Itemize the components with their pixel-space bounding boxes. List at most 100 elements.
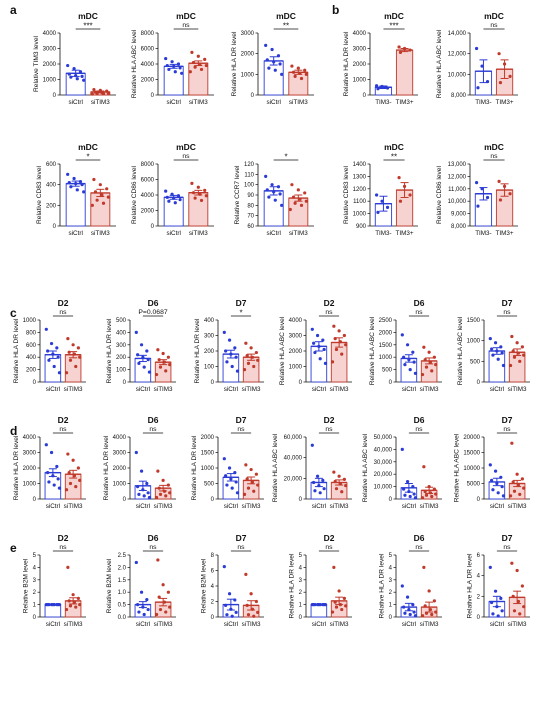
y-tick-label: 1300: [353, 174, 367, 180]
data-point: [420, 614, 425, 618]
data-point: [476, 86, 480, 90]
data-point: [47, 480, 51, 484]
y-tick-label: 4: [477, 574, 481, 580]
x-category-label: TIM3+: [396, 230, 414, 237]
y-axis-label: Relative HLA DR level: [13, 435, 20, 500]
y-tick-label: 2: [477, 594, 481, 600]
data-point: [422, 345, 426, 349]
x-category-label: siCtrl: [267, 99, 281, 106]
data-point: [245, 477, 249, 481]
data-point: [222, 565, 226, 569]
x-category-label: siTIM3: [330, 386, 349, 393]
data-point: [420, 372, 425, 377]
data-point: [164, 494, 168, 498]
data-point: [321, 478, 325, 482]
y-axis-label: Relative CD83 level: [36, 166, 43, 224]
x-category-label: siCtrl: [46, 621, 60, 628]
chart-title: mDC: [176, 142, 196, 152]
data-point: [52, 364, 56, 369]
data-point: [310, 327, 314, 331]
y-tick-label: 200: [116, 355, 127, 361]
y-tick-label: 5: [299, 553, 303, 559]
y-tick-label: 1200: [353, 187, 367, 193]
data-point: [430, 494, 434, 499]
data-point: [225, 613, 229, 617]
data-point: [518, 492, 522, 496]
y-tick-label: 300: [116, 343, 127, 349]
y-tick-label: 8: [211, 553, 215, 559]
y-tick-label: 4: [299, 565, 303, 571]
data-point: [490, 478, 494, 482]
y-tick-label: 1100: [353, 199, 367, 205]
data-point: [52, 483, 56, 487]
y-tick-label: 0: [33, 615, 37, 621]
data-point: [400, 447, 404, 451]
data-point: [264, 43, 268, 48]
data-point: [508, 363, 513, 368]
y-tick-label: 12,000: [448, 52, 467, 58]
data-point: [290, 183, 294, 187]
data-point: [310, 443, 314, 447]
data-point: [400, 584, 404, 588]
y-axis-label: Relative HLA DR level: [194, 318, 201, 383]
data-point: [499, 596, 503, 601]
y-tick-label: 40,000: [284, 456, 303, 462]
data-point: [318, 357, 322, 361]
x-category-label: siTIM3: [508, 386, 527, 393]
data-point: [66, 452, 70, 456]
y-tick-label: 400: [116, 330, 127, 336]
data-point: [376, 87, 380, 91]
x-category-label: siTIM3: [242, 503, 261, 510]
data-point: [136, 353, 140, 357]
data-point: [432, 355, 436, 359]
data-point: [78, 355, 82, 359]
data-point: [145, 598, 149, 602]
y-tick-label: 10,000: [448, 72, 467, 78]
chart-title: mDC: [384, 11, 404, 21]
data-point: [196, 185, 200, 189]
y-tick-label: 60,000: [284, 435, 303, 441]
x-category-label: siCtrl: [224, 621, 238, 628]
data-point: [413, 496, 418, 500]
x-category-label: siTIM3: [289, 99, 308, 106]
data-point: [49, 341, 54, 346]
data-point: [299, 203, 304, 207]
y-tick-label: 1000: [113, 482, 127, 488]
data-point: [244, 463, 248, 467]
y-tick-label: 500: [470, 359, 481, 365]
chart-title: mDC: [484, 142, 504, 152]
y-tick-label: 0: [299, 497, 303, 503]
data-point: [106, 195, 110, 199]
significance-label: ns: [325, 309, 333, 316]
significance-label: *: [284, 153, 287, 162]
y-tick-label: 110: [244, 172, 254, 178]
data-point: [491, 488, 495, 492]
y-tick-label: 3000: [113, 451, 127, 457]
data-point: [315, 333, 320, 338]
data-point: [142, 612, 146, 617]
data-point: [158, 607, 163, 612]
bar-tim3: [288, 71, 309, 96]
data-point: [313, 489, 317, 493]
data-point: [74, 364, 78, 369]
data-point: [230, 486, 234, 490]
data-point: [334, 605, 339, 609]
data-point: [337, 589, 341, 593]
data-point: [78, 478, 82, 482]
data-point: [66, 565, 70, 570]
data-point: [161, 583, 165, 587]
y-tick-label: 0: [299, 380, 303, 386]
y-tick-label: 8,000: [451, 224, 467, 230]
y-tick-label: 100: [244, 183, 255, 189]
data-point: [334, 487, 339, 491]
significance-label: ns: [325, 544, 333, 551]
y-tick-label: 4000: [113, 435, 127, 441]
y-tick-label: 60: [247, 224, 254, 230]
data-point: [474, 46, 479, 51]
